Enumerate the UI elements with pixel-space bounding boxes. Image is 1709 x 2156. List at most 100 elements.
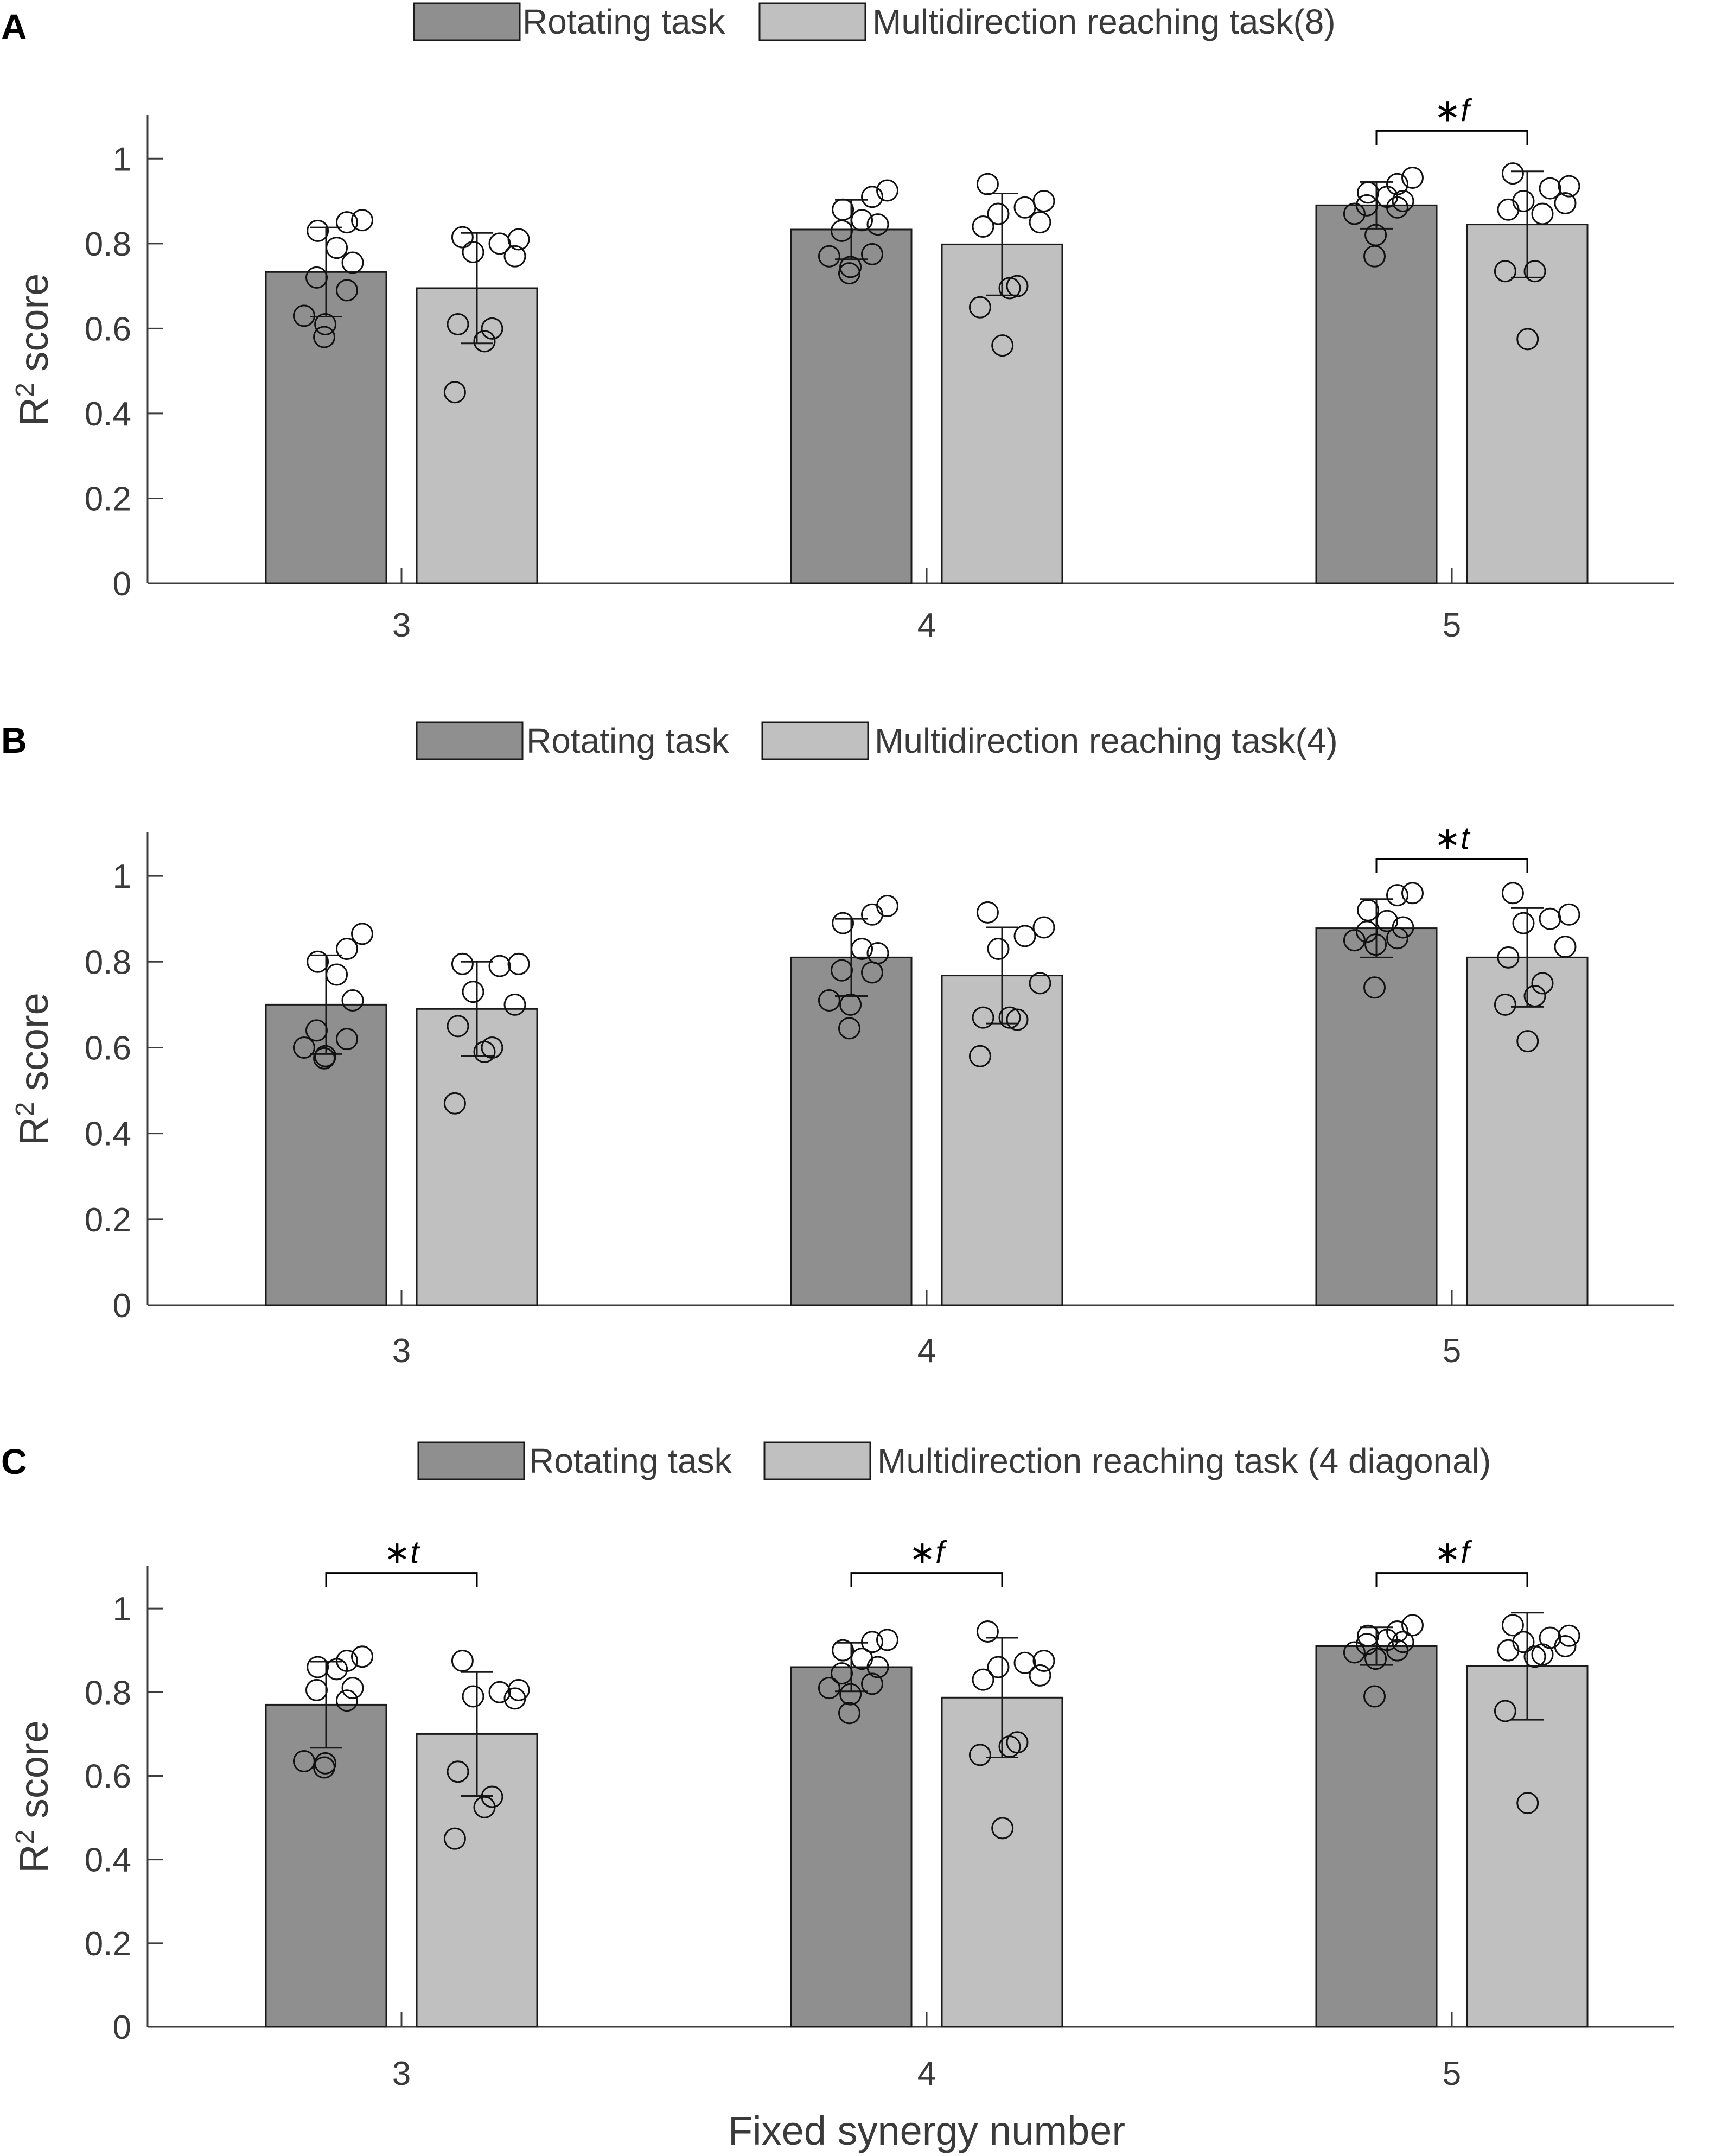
data-point bbox=[447, 313, 469, 336]
data-point bbox=[1386, 927, 1408, 950]
data-point bbox=[1531, 1643, 1554, 1666]
x-tick-label: 3 bbox=[392, 1332, 411, 1370]
data-point bbox=[326, 1658, 348, 1681]
data-point bbox=[447, 1760, 469, 1783]
data-point bbox=[1013, 925, 1036, 947]
data-point bbox=[818, 989, 840, 1012]
data-point bbox=[488, 1681, 511, 1703]
data-point bbox=[976, 901, 999, 924]
data-point bbox=[1006, 275, 1029, 297]
data-point bbox=[503, 245, 526, 268]
y-tick-label: 1 bbox=[113, 141, 131, 178]
y-tick-label: 0.2 bbox=[85, 1201, 131, 1239]
data-point bbox=[1516, 1792, 1539, 1815]
data-point bbox=[972, 215, 994, 238]
data-point bbox=[473, 1040, 496, 1063]
data-point bbox=[1364, 1648, 1387, 1670]
data-point bbox=[1501, 162, 1524, 185]
bar bbox=[790, 956, 913, 1306]
data-point bbox=[839, 256, 862, 278]
data-point bbox=[336, 1028, 358, 1051]
legend-label: Multidirection reaching task(8) bbox=[872, 2, 1336, 41]
data-point bbox=[1558, 903, 1580, 926]
data-point bbox=[866, 1656, 889, 1678]
x-tick-label: 4 bbox=[917, 2055, 936, 2093]
data-point bbox=[451, 952, 474, 975]
legend: Rotating task Multidirection reaching tas… bbox=[416, 721, 1338, 760]
data-point bbox=[1376, 910, 1399, 932]
data-point bbox=[314, 313, 337, 336]
data-point bbox=[307, 950, 329, 973]
data-point bbox=[313, 326, 335, 348]
data-point bbox=[1401, 882, 1424, 905]
y-tick-label: 0 bbox=[113, 1287, 131, 1325]
data-point bbox=[838, 1702, 860, 1725]
y-tick-label: 0.2 bbox=[85, 480, 131, 518]
data-point bbox=[462, 981, 484, 1003]
bar bbox=[265, 271, 387, 584]
data-point bbox=[351, 1645, 373, 1668]
data-point bbox=[1523, 260, 1546, 283]
data-point bbox=[1386, 884, 1408, 907]
legend-label: Rotating task bbox=[522, 2, 726, 41]
data-point bbox=[503, 993, 526, 1016]
legend-swatch-multidirection bbox=[761, 721, 869, 760]
x-axis-label: Fixed synergy number bbox=[728, 2108, 1125, 2153]
data-point bbox=[1494, 993, 1516, 1016]
data-point bbox=[866, 213, 889, 236]
chart-panel-b: B R2 score 0 0.2 0.4 0.6 0.8 1 3 4 5 ∗t Rotating tas… bbox=[1, 720, 1674, 1370]
data-point bbox=[1494, 260, 1516, 283]
data-point bbox=[831, 219, 853, 242]
data-point bbox=[473, 330, 496, 353]
data-point bbox=[1558, 175, 1580, 198]
bar bbox=[790, 1666, 913, 2028]
data-point bbox=[443, 381, 466, 404]
data-point bbox=[1531, 972, 1554, 995]
y-axis-label: R2 score bbox=[11, 1720, 56, 1873]
legend-label: Multidirection reaching task(4) bbox=[875, 721, 1338, 760]
series-2 bbox=[416, 1612, 1589, 2028]
y-tick-label: 0.4 bbox=[85, 396, 131, 433]
data-point bbox=[838, 262, 860, 285]
significance-label: ∗t bbox=[1434, 821, 1471, 856]
legend-swatch-rotating bbox=[417, 1441, 525, 1480]
bar bbox=[941, 975, 1063, 1306]
data-point bbox=[831, 959, 853, 982]
y-tick-label: 0.6 bbox=[85, 310, 131, 348]
y-tick-label: 1 bbox=[113, 1591, 131, 1628]
data-point bbox=[1006, 1008, 1029, 1031]
legend-label: Rotating task bbox=[529, 1441, 732, 1480]
data-point bbox=[336, 938, 358, 961]
data-point bbox=[462, 240, 484, 263]
data-point bbox=[1539, 177, 1561, 200]
data-point bbox=[876, 179, 898, 202]
data-point bbox=[818, 245, 840, 268]
data-point bbox=[507, 952, 530, 975]
data-point bbox=[976, 173, 999, 195]
significance-bracket bbox=[1375, 857, 1528, 873]
y-tick-label: 0.4 bbox=[85, 1842, 131, 1879]
data-point bbox=[1013, 196, 1036, 219]
data-point bbox=[351, 209, 373, 232]
data-point bbox=[1512, 190, 1535, 213]
significance-bracket bbox=[1375, 130, 1528, 145]
significance-label: ∗t bbox=[384, 1535, 421, 1570]
data-point bbox=[1356, 194, 1378, 217]
significance-label: ∗f bbox=[1434, 93, 1473, 128]
data-point bbox=[839, 993, 862, 1016]
data-point bbox=[292, 304, 315, 327]
data-point bbox=[341, 989, 364, 1012]
data-point bbox=[481, 317, 503, 340]
data-point bbox=[1523, 985, 1546, 1008]
data-point bbox=[1392, 916, 1414, 939]
data-point bbox=[1343, 202, 1366, 225]
data-point bbox=[1392, 190, 1414, 213]
data-point bbox=[1494, 1700, 1516, 1722]
bar bbox=[1466, 224, 1589, 584]
data-point bbox=[1531, 202, 1554, 225]
data-point bbox=[861, 1672, 883, 1695]
legend-label: Multidirection reaching task (4 diagonal… bbox=[877, 1441, 1491, 1480]
data-point bbox=[1401, 1614, 1424, 1637]
data-point bbox=[987, 938, 1010, 961]
data-point bbox=[861, 961, 883, 984]
